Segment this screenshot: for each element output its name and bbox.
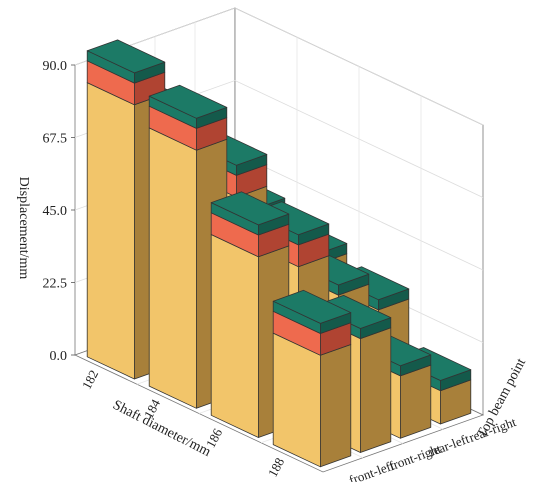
bar-top: [210, 191, 290, 226]
y-tick-label: 90.0: [43, 59, 68, 74]
bar-188-front-left: [272, 289, 352, 468]
x-tick-label: 182: [79, 367, 101, 391]
y-tick-label: 22.5: [43, 277, 68, 292]
bar-body-side: [319, 344, 352, 468]
bar-body-front: [148, 127, 197, 409]
bar-body-front: [210, 234, 259, 438]
y-tick-label: 0.0: [50, 349, 68, 364]
bar-top: [272, 289, 352, 324]
bar-body-front: [86, 82, 135, 380]
y-tick-label: 45.0: [43, 204, 68, 219]
bar-body-front: [272, 332, 321, 468]
x-tick-label: 188: [265, 455, 287, 479]
bar-body-side: [399, 364, 432, 439]
y-axis-label: Displacement/mm: [16, 177, 31, 280]
y-tick-label: 67.5: [43, 132, 68, 147]
bar-group: [86, 39, 472, 468]
bar-top: [148, 84, 228, 119]
bar-body-side: [359, 327, 392, 453]
bar-top: [86, 39, 166, 74]
